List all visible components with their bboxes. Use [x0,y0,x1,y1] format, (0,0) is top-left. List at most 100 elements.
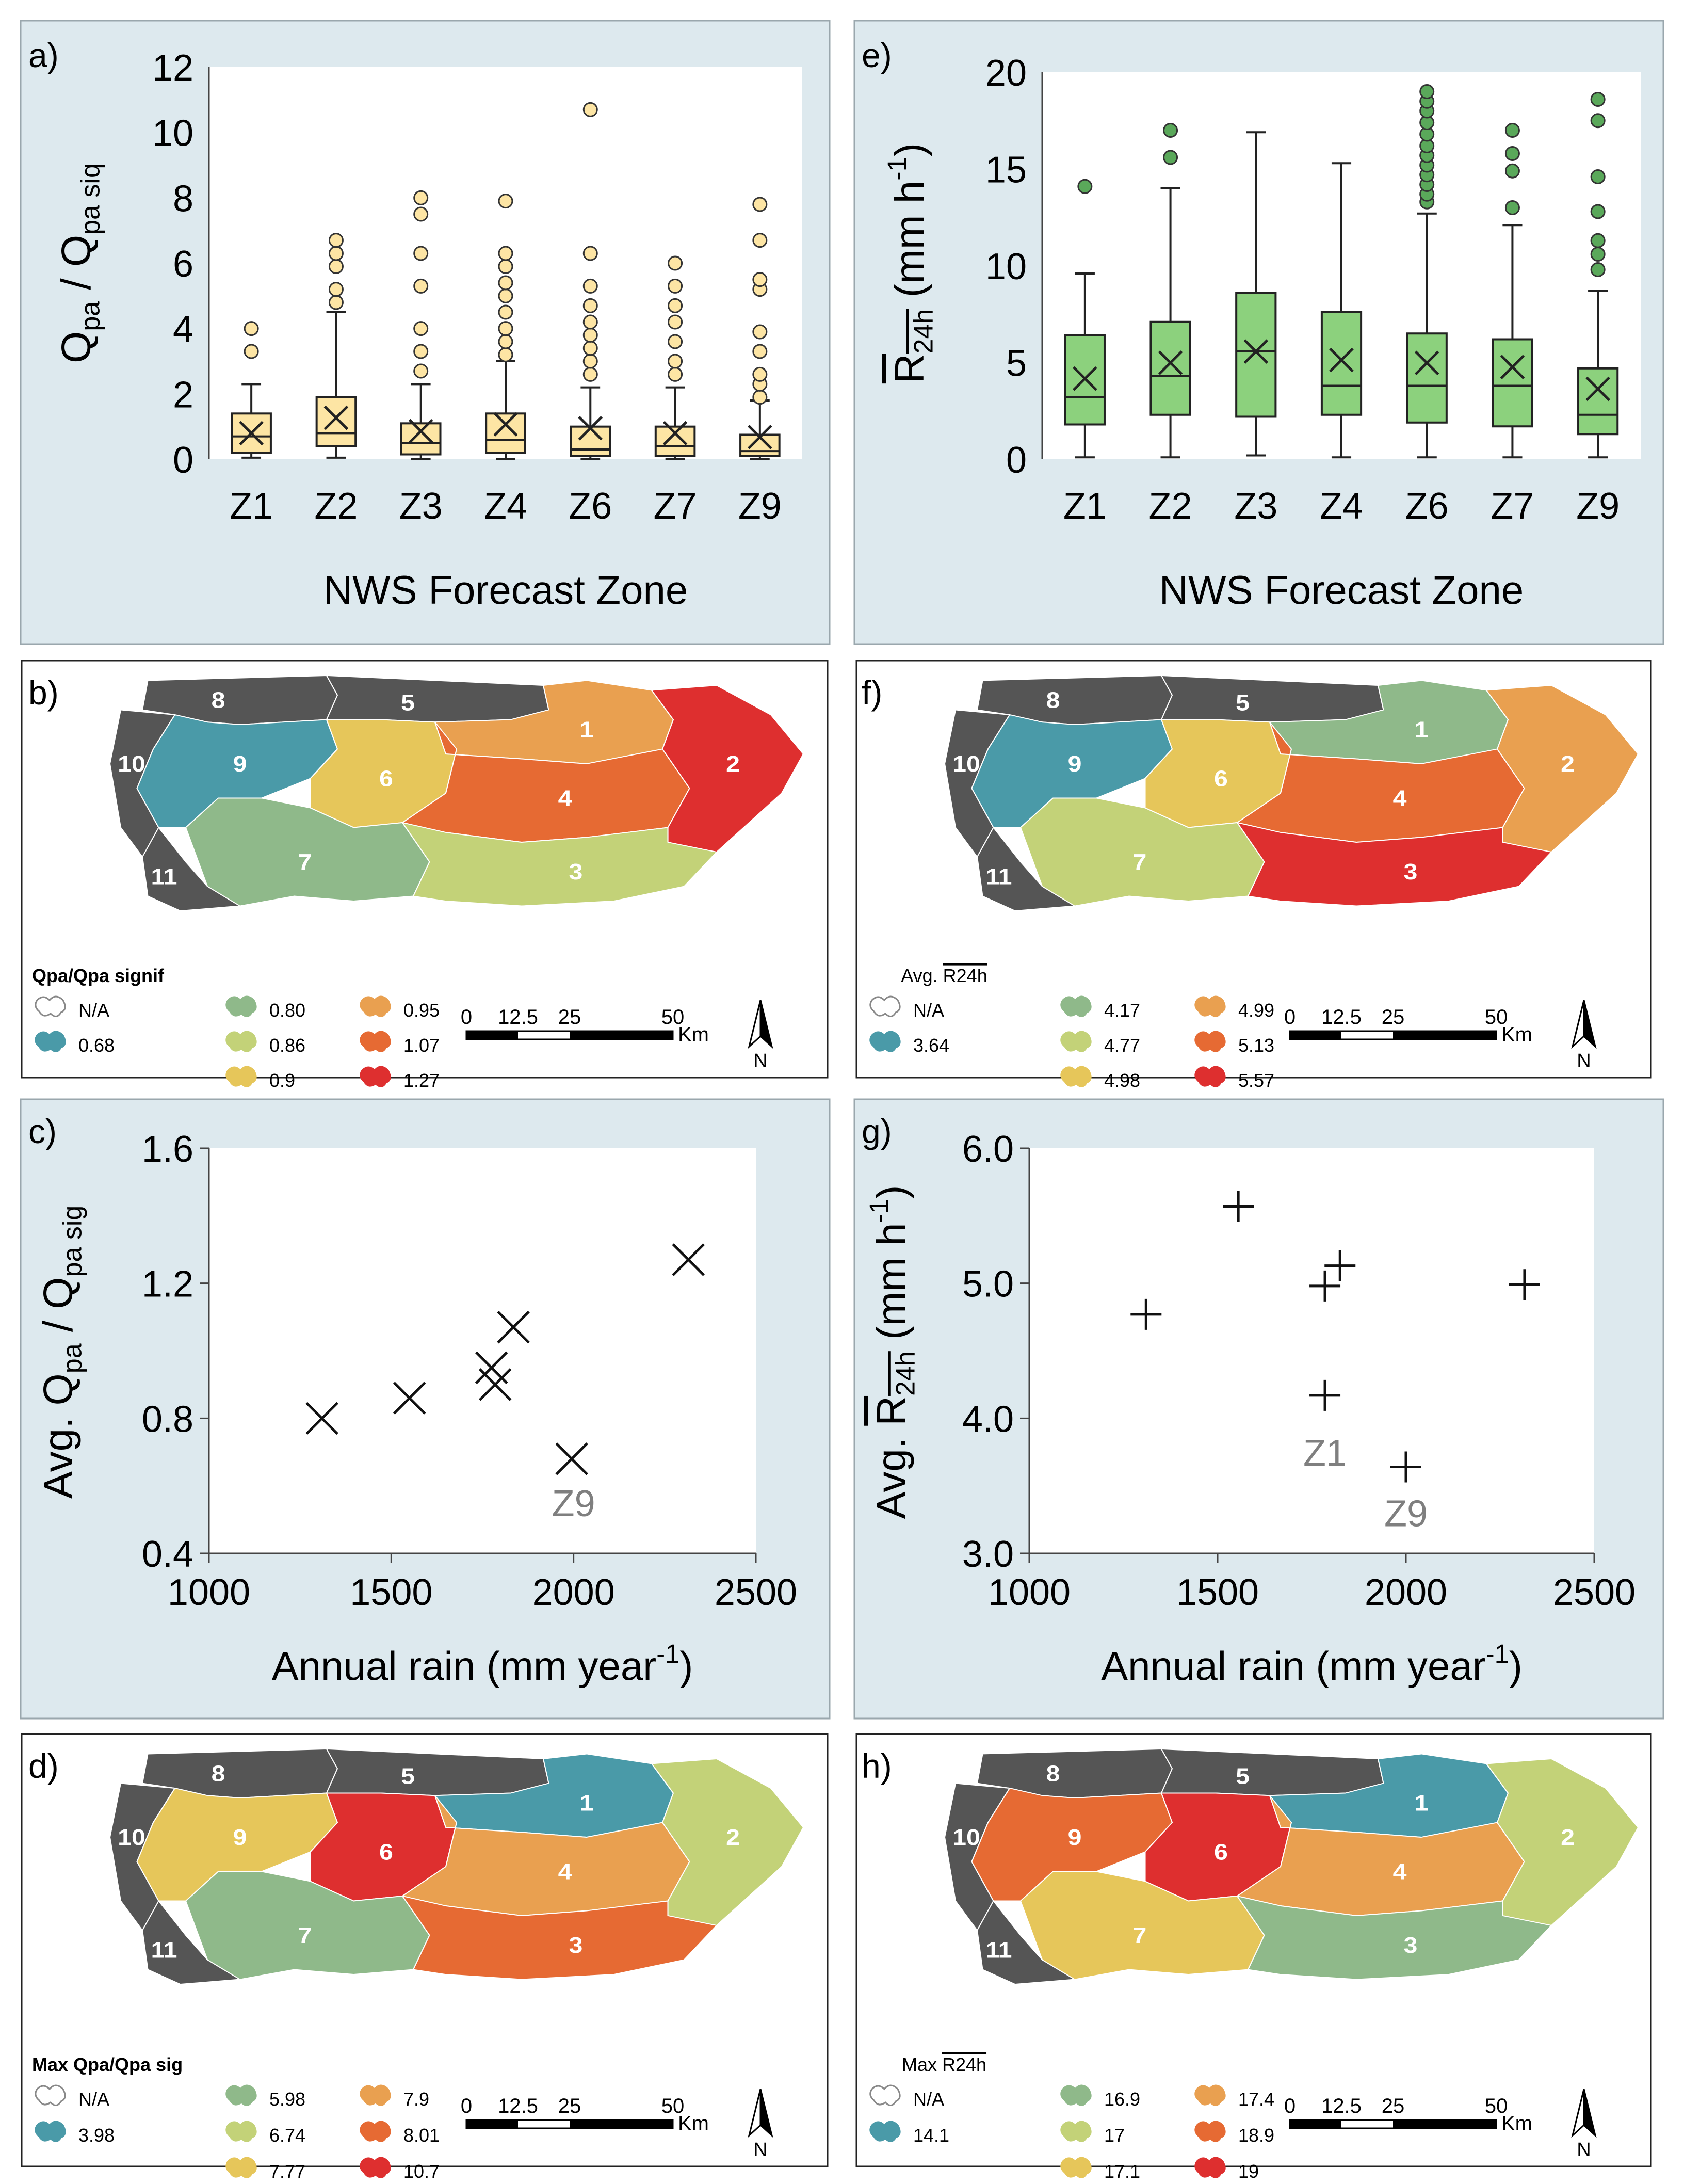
outlier-point [752,390,768,405]
outlier-point [752,366,768,382]
scale-bar-segment [570,1031,673,1039]
outlier-point [668,354,683,369]
scale-unit-label: Km [678,2112,709,2135]
label-part: R24h [942,2054,986,2075]
legend-label: 1.27 [403,1070,440,1091]
north-label: N [753,1050,767,1072]
zone-label-4: 4 [558,785,572,811]
legend-swatch [35,995,66,1017]
box-iqr [1492,338,1533,428]
legend-title: Qpa/Qpa signif [32,965,165,986]
legend-swatch [225,1066,257,1087]
outlier-point [752,272,768,287]
y-tick-label: 5.0 [962,1264,1014,1305]
outlier-point [413,363,429,379]
legend-label: 0.68 [78,1035,115,1056]
box-Z7 [1492,123,1533,459]
zone-label-9: 9 [233,1824,247,1850]
zone-label-6: 6 [1214,766,1228,791]
label-part: -1 [864,1199,894,1223]
label-part: Max [902,2054,942,2075]
label-part: Avg. [868,1426,914,1519]
map-d: 8 5 10 11 9 6 7 1 4 2 3 [109,1748,804,1985]
zone-label-8: 8 [212,1761,225,1786]
legend-label: 19 [1238,2161,1259,2182]
outlier-point [413,278,429,294]
map-f-legend: Avg. R24h N/A 3.64 4.17 4.77 4.98 4.99 5.13 5.57 [869,965,1274,1091]
legend-swatch [360,1066,391,1087]
outlier-point [752,197,768,212]
y-tick-label: 15 [985,150,1027,191]
zone-label-1: 1 [1415,717,1429,742]
data-point [1309,1379,1341,1411]
legend-swatch [225,2157,257,2178]
mean-marker [1414,350,1439,376]
outlier-point [1590,247,1606,262]
scale-tick-label: 25 [558,1006,581,1029]
data-point [478,1368,512,1401]
legend-label: 17.1 [1104,2161,1140,2182]
box-Z6 [1406,84,1448,459]
data-point [672,1243,705,1276]
scale-tick-label: 50 [661,1006,685,1029]
legend-swatch [360,2157,391,2178]
outlier-point [413,246,429,261]
data-point [497,1310,530,1344]
label-part: R24h [943,965,987,986]
zone-label-10: 10 [118,1824,145,1850]
plot-area [209,1148,756,1553]
outlier-point [413,206,429,222]
point-annotation: Z9 [552,1483,595,1524]
zone-label-7: 7 [1133,1922,1147,1948]
mean-marker [408,419,433,444]
outlier-point [668,255,683,271]
outlier-point [1504,146,1520,161]
map-h-legend: Max R24h N/A 14.1 16.9 17 17.1 17.4 18.9 19 [869,2054,1274,2182]
outlier-point [582,278,598,294]
x-tick-label: 1000 [168,1572,250,1613]
legend-swatch [1060,2084,1092,2106]
legend-label: 3.64 [913,1035,949,1056]
panel-letter-d: d) [28,1747,59,1785]
mean-marker [578,416,603,441]
legend-label: 4.17 [1104,1000,1140,1021]
zone-label-8: 8 [212,687,225,713]
zone-label-11: 11 [985,1937,1012,1963]
box-iqr [485,412,526,454]
scale-tick-label: 12.5 [1321,2095,1362,2117]
x-tick-label: 2000 [1365,1572,1447,1613]
outlier-point [413,321,429,336]
zone-3 [401,1896,718,1980]
zone-label-7: 7 [298,1922,312,1948]
scale-bar-segment [1393,2120,1496,2128]
box-iqr [654,425,696,457]
map-b: 8 5 10 11 9 6 7 1 4 2 3 [109,675,804,911]
scale-tick-label: 0 [1284,2095,1296,2117]
legend-label: 4.77 [1104,1035,1140,1056]
data-point [305,1402,338,1435]
map-b-legend: Qpa/Qpa signif N/A 0.68 0.80 0.86 0.9 0.95 1.07… [32,965,440,1091]
outlier-point [244,321,259,336]
y-tick-label: 6.0 [962,1129,1014,1170]
mean-marker [323,405,349,430]
zone-label-9: 9 [1068,751,1082,776]
box-Z4 [1320,162,1363,459]
y-axis-label: Avg. R24h (mm h-1) [864,1185,920,1519]
zone-3 [401,822,718,907]
legend-label: 0.95 [403,1000,440,1021]
data-point [1223,1191,1254,1222]
y-tick-label: 0 [1006,440,1027,481]
scale-unit-label: Km [1501,2112,1532,2135]
zone-label-5: 5 [401,690,415,715]
zone-label-11: 11 [985,864,1012,889]
zone-label-6: 6 [379,766,393,791]
mean-marker [1243,339,1269,364]
x-tick-label: Z2 [1149,486,1192,527]
data-point [1324,1250,1356,1281]
zone-label-3: 3 [1404,859,1418,884]
map-d-legend: Max Qpa/Qpa sig N/A 3.98 5.98 6.74 7.77 7.9 8.0… [32,2054,440,2182]
label-part: Avg. [901,965,943,986]
